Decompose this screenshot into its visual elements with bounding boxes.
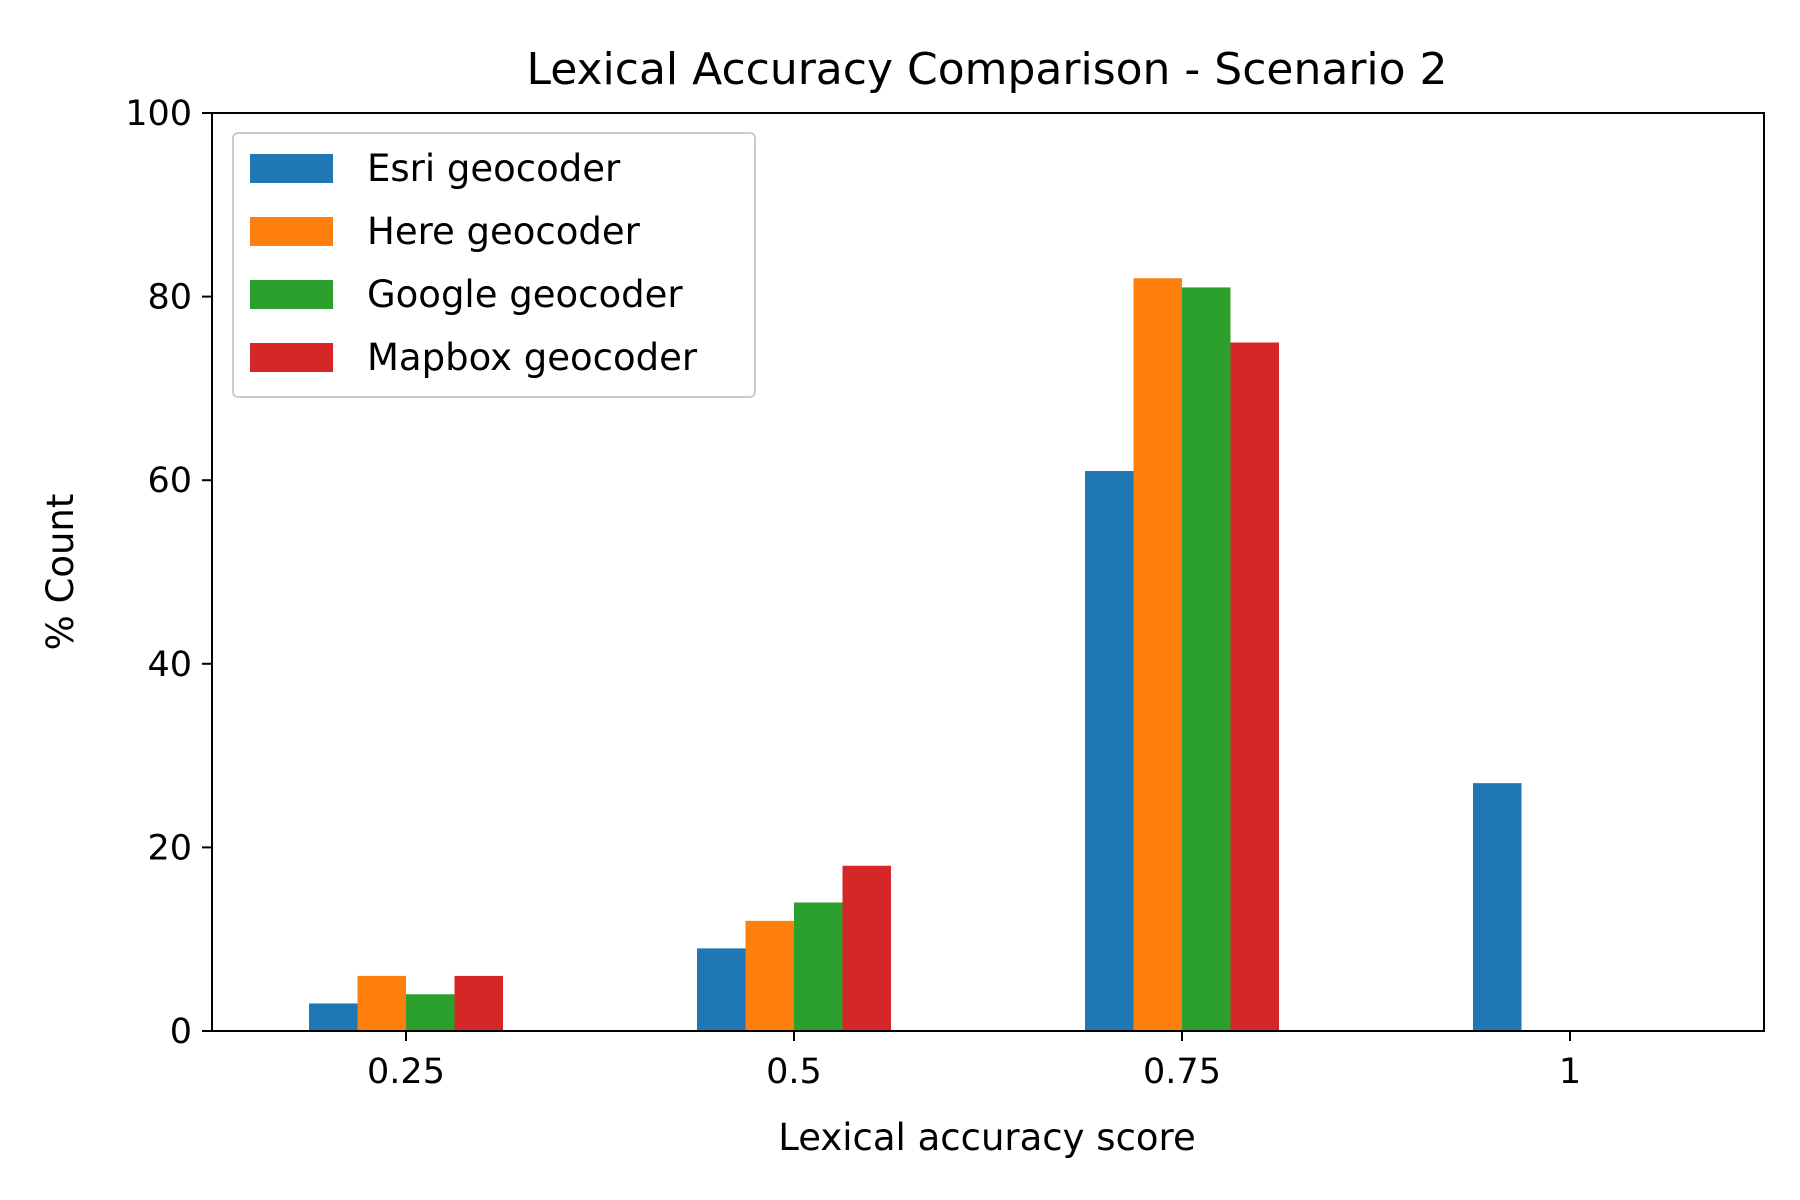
legend-swatch [250, 217, 333, 246]
legend-frame [232, 132, 756, 398]
x-tick-label: 0.25 [367, 1052, 445, 1092]
bar-mapbox-geocoder-0.25 [454, 975, 503, 1031]
x-axis: 0.25 0.5 0.75 1 [367, 1031, 1581, 1092]
bar-esri-geocoder-1 [1473, 783, 1522, 1031]
bar-esri-geocoder-0.25 [309, 1003, 358, 1031]
bar-google-geocoder-0.75 [1182, 287, 1231, 1031]
y-axis: 0 20 40 60 80 100 [125, 94, 212, 1052]
bar-google-geocoder-0.5 [794, 902, 843, 1031]
legend: Esri geocoder Here geocoder Google geocode… [232, 132, 756, 398]
legend-swatch [250, 154, 333, 183]
x-axis-title: Lexical accuracy score [778, 1116, 1195, 1159]
y-tick-label: 40 [147, 645, 192, 685]
legend-label: Esri geocoder [367, 147, 621, 190]
bar-mapbox-geocoder-0.75 [1230, 342, 1279, 1031]
y-tick-label: 20 [147, 828, 192, 868]
x-tick-label: 1 [1559, 1052, 1581, 1092]
bar-esri-geocoder-0.75 [1085, 471, 1134, 1031]
y-tick-label: 100 [125, 94, 192, 134]
legend-label: Google geocoder [367, 273, 683, 316]
legend-swatch [250, 343, 333, 372]
legend-label: Mapbox geocoder [367, 336, 698, 379]
legend-label: Here geocoder [367, 210, 641, 253]
bar-google-geocoder-0.25 [406, 994, 455, 1031]
y-tick-label: 0 [170, 1012, 192, 1052]
x-tick-label: 0.5 [766, 1052, 822, 1092]
bar-here-geocoder-0.75 [1133, 278, 1182, 1031]
bar-mapbox-geocoder-0.5 [842, 865, 891, 1031]
bar-here-geocoder-0.25 [357, 975, 406, 1031]
bars-group [309, 278, 1522, 1031]
plot-frame [211, 112, 1765, 1032]
legend-swatch [250, 280, 333, 309]
y-tick-label: 60 [147, 461, 192, 501]
bar-here-geocoder-0.5 [745, 920, 794, 1031]
y-tick-label: 80 [147, 278, 192, 318]
bar-esri-geocoder-0.5 [697, 948, 746, 1031]
chart-title: Lexical Accuracy Comparison - Scenario 2 [526, 44, 1447, 95]
x-tick-label: 0.75 [1143, 1052, 1221, 1092]
y-axis-title: % Count [39, 494, 82, 651]
